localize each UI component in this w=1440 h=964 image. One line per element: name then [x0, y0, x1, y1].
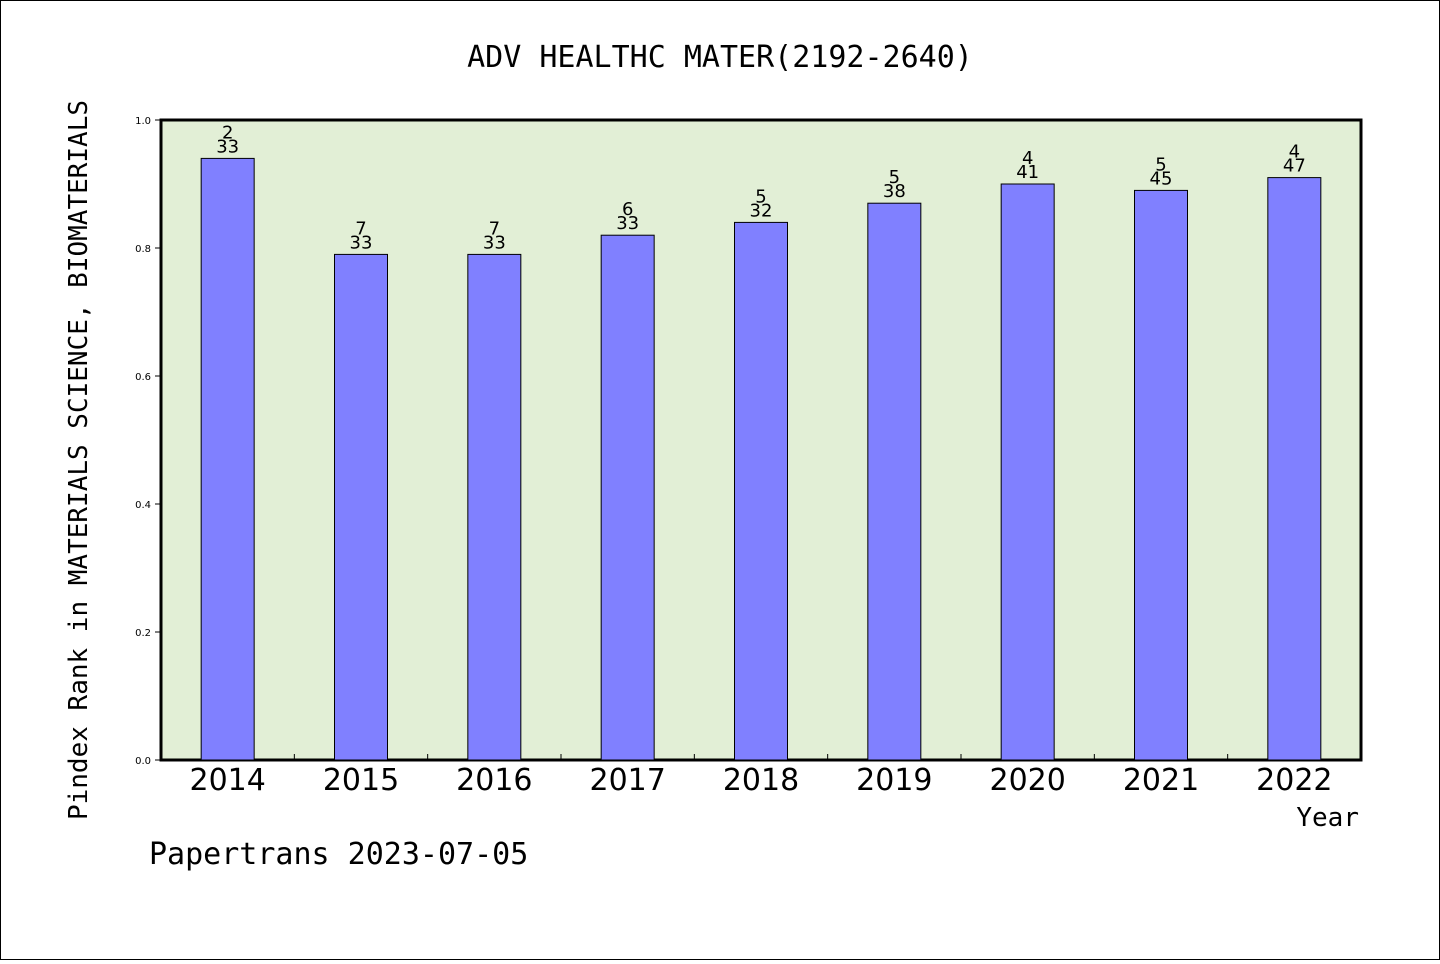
- total-label-2021: 45: [1150, 168, 1173, 189]
- rank-label-2021: 5: [1155, 154, 1166, 175]
- chart-title: ADV HEALTHC MATER(2192-2640): [467, 40, 973, 75]
- y-tick-label-0.2: 0.2: [135, 628, 151, 639]
- rank-label-2016: 7: [489, 218, 500, 239]
- rank-label-2020: 4: [1022, 148, 1033, 169]
- y-tick-label-0.6: 0.6: [135, 372, 151, 383]
- x-axis: 2014 2015 2016 2017 2018 2019 2020 2021 2022: [189, 754, 1333, 798]
- y-axis: 0.0 0.2 0.4 0.6 0.8 1.0: [135, 116, 161, 767]
- bar-2021: [1134, 189, 1188, 761]
- watermark: Papertrans 2023-07-05: [149, 837, 528, 872]
- x-tick-label-2014: 2014: [189, 763, 265, 798]
- x-axis-title: Year: [1296, 803, 1359, 833]
- x-tick-label-2015: 2015: [323, 763, 399, 798]
- bar-2019: [867, 202, 922, 761]
- total-label-2014: 33: [216, 136, 239, 157]
- bar-2018: [734, 221, 788, 761]
- total-label-2018: 32: [750, 200, 773, 221]
- x-tick-label-2019: 2019: [856, 763, 932, 798]
- total-label-2020: 41: [1016, 162, 1039, 183]
- y-axis-title: Pindex Rank in MATERIALS SCIENCE, BIOMAT…: [64, 100, 94, 820]
- bar-2022: [1267, 177, 1322, 761]
- y-tick-label-0.4: 0.4: [135, 500, 151, 511]
- bars-group: [200, 157, 1322, 761]
- x-tick-label-2021: 2021: [1123, 763, 1199, 798]
- x-tick-label-2022: 2022: [1256, 763, 1332, 798]
- bar-2015: [334, 253, 388, 761]
- total-label-2019: 38: [883, 181, 906, 202]
- x-tick-label-2016: 2016: [456, 763, 532, 798]
- rank-label-2022: 4: [1289, 142, 1300, 163]
- total-label-2015: 33: [350, 232, 373, 253]
- bar-2016: [467, 253, 522, 761]
- total-label-2022: 47: [1283, 156, 1306, 177]
- rank-label-2014: 2: [222, 122, 233, 143]
- x-tick-label-2018: 2018: [723, 763, 799, 798]
- total-label-2017: 33: [616, 213, 639, 234]
- y-tick-label-0.0: 0.0: [135, 756, 151, 767]
- rank-label-2018: 5: [755, 186, 766, 207]
- rank-label-2015: 7: [355, 218, 366, 239]
- bar-2014: [200, 157, 255, 761]
- x-tick-label-2017: 2017: [589, 763, 665, 798]
- rank-label-2019: 5: [889, 167, 900, 188]
- bar-2020: [1000, 183, 1055, 761]
- total-label-2016: 33: [483, 232, 506, 253]
- y-tick-label-1.0: 1.0: [135, 116, 151, 127]
- bar-2017: [600, 234, 655, 761]
- rank-label-2017: 6: [622, 199, 633, 220]
- y-tick-label-0.8: 0.8: [135, 244, 151, 255]
- x-tick-label-2020: 2020: [989, 763, 1065, 798]
